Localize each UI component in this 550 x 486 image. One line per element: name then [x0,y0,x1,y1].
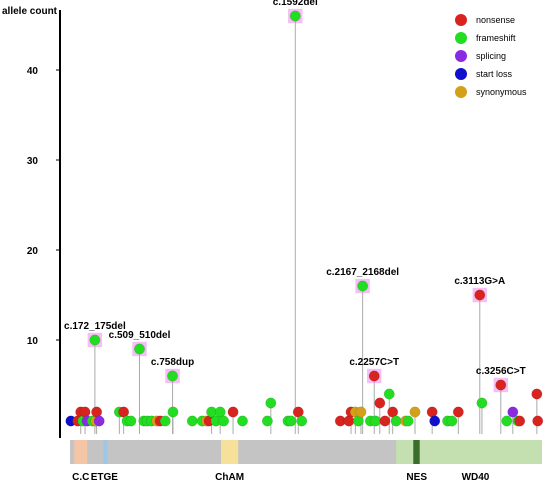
point-nonsense [531,388,543,400]
point-frameshift [285,415,297,427]
point-frameshift [134,343,146,355]
domain-label: ETGE [91,472,119,483]
legend-label: nonsense [476,15,515,25]
legend-swatch-nonsense [455,14,467,26]
point-frameshift [501,415,513,427]
point-frameshift [357,280,369,292]
point-frameshift [289,10,301,22]
point-nonsense [79,406,91,418]
point-nonsense [374,397,386,409]
point-nonsense [474,289,486,301]
legend-swatch-synonymous [455,86,467,98]
stems-layer [80,16,538,434]
point-frameshift [265,397,277,409]
domain-label: ChAM [215,472,244,483]
point-nonsense [227,406,239,418]
domain-label: C.C [72,472,89,483]
point-frameshift [370,415,382,427]
domain-cham [221,440,239,464]
legend-swatch-start-loss [455,68,467,80]
mutation-label: c.172_175del [64,321,126,332]
point-frameshift [218,415,230,427]
point-synonymous [355,406,367,418]
point-synonymous [409,406,421,418]
y-axis-label: allele count [2,6,58,17]
point-nonsense [532,415,544,427]
point-nonsense [514,415,526,427]
point-nonsense [343,415,355,427]
mutation-label: c.509_510del [109,330,171,341]
point-frameshift [446,415,458,427]
point-frameshift [390,415,402,427]
point-splicing [93,415,105,427]
y-tick-label: 10 [27,336,39,347]
legend-swatch-frameshift [455,32,467,44]
point-frameshift [261,415,273,427]
point-frameshift [167,370,179,382]
point-frameshift [383,388,395,400]
domain-wd40 [439,440,542,464]
point-frameshift [236,415,248,427]
y-tick-label: 20 [27,246,39,257]
legend: nonsense frameshift splicing start loss syno… [455,14,527,98]
legend-label: synonymous [476,87,527,97]
domain-label: WD40 [462,472,490,483]
point-nonsense [379,415,391,427]
nes-marker [413,440,420,464]
legend-label: splicing [476,51,506,61]
mutation-label: c.758dup [151,357,194,368]
mutation-label: c.2257C>T [349,357,399,368]
protein-track: C.C ETGE ChAM NES WD40 [70,440,542,483]
mutation-label: c.3256C>T [476,366,526,377]
point-frameshift [167,406,179,418]
point-nonsense [368,370,380,382]
mutation-label: c.1592del [273,0,318,8]
point-frameshift [296,415,308,427]
point-frameshift [89,334,101,346]
point-frameshift [402,415,414,427]
domain-etge [103,440,108,464]
domain-label: NES [406,472,427,483]
point-frameshift [125,415,137,427]
legend-label: start loss [476,69,513,79]
point-nonsense [495,379,507,391]
legend-swatch-splicing [455,50,467,62]
domain-cc [74,440,88,464]
y-tick-label: 40 [27,66,39,77]
point-nonsense [452,406,464,418]
point-start-loss [429,415,441,427]
y-tick-label: 30 [27,156,39,167]
point-frameshift [159,415,171,427]
points-layer [65,8,544,427]
point-splicing [507,406,519,418]
mutation-label: c.3113G>A [454,276,505,287]
mutation-label: c.2167_2168del [326,267,399,278]
point-frameshift [186,415,198,427]
y-axis: allele count 10 20 30 40 [2,6,61,438]
point-frameshift [476,397,488,409]
legend-label: frameshift [476,33,516,43]
